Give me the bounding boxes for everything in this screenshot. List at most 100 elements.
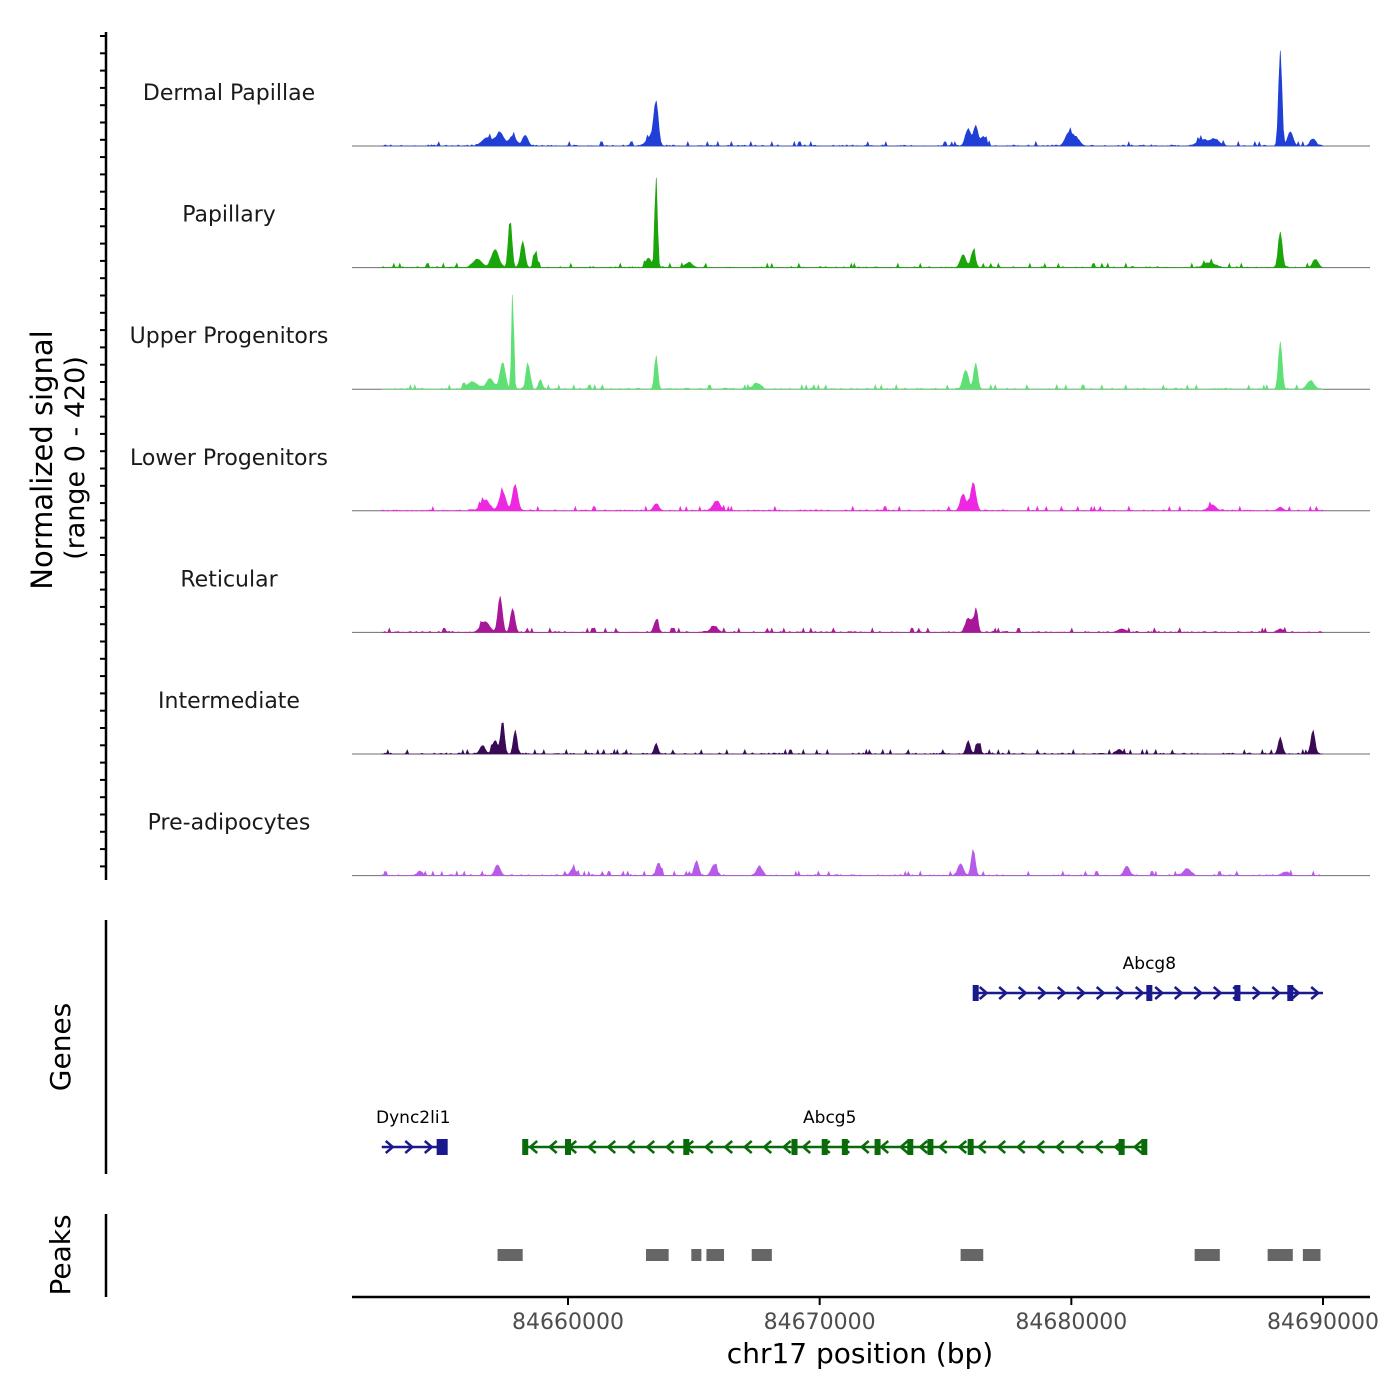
track-signal-area — [381, 50, 1324, 147]
x-axis-ticks: 84660000 84670000 84680000 84690000 — [512, 1297, 1379, 1335]
exon-block — [1287, 985, 1294, 1001]
exon-block — [1146, 985, 1153, 1001]
strand-arrow — [742, 1140, 753, 1154]
strand-arrow — [404, 1140, 415, 1154]
track-intermediate: Intermediate — [158, 689, 1370, 755]
strand-arrow — [1212, 986, 1223, 1000]
strand-arrow — [1074, 1140, 1085, 1154]
exon-block — [441, 1139, 448, 1155]
x-tick-label: 84690000 — [1267, 1310, 1379, 1335]
strand-arrow — [879, 1140, 890, 1154]
strand-arrow — [586, 1140, 597, 1154]
strand-arrow — [1056, 986, 1067, 1000]
peak-region — [1267, 1249, 1293, 1261]
gene-label: Dync2li1 — [376, 1108, 450, 1128]
track-signal-area — [381, 294, 1323, 391]
strand-arrow — [423, 1140, 434, 1154]
strand-arrow — [1095, 986, 1106, 1000]
peak-region — [751, 1249, 772, 1261]
strand-arrow — [1251, 986, 1262, 1000]
strand-arrow — [1132, 1140, 1143, 1154]
strand-arrow — [998, 986, 1009, 1000]
strand-arrow — [1015, 1140, 1026, 1154]
strand-arrow — [957, 1140, 968, 1154]
strand-arrow — [1173, 986, 1184, 1000]
track-pre-adipocytes: Pre-adipocytes — [148, 811, 1370, 877]
strand-arrow — [762, 1140, 773, 1154]
track-upper-progenitors: Upper Progenitors — [130, 294, 1370, 391]
track-signal-area — [381, 849, 1323, 877]
peak-region — [960, 1249, 984, 1261]
strand-arrow — [547, 1140, 558, 1154]
exon-block — [874, 1139, 881, 1155]
strand-arrow — [976, 1140, 987, 1154]
track-signal-area — [381, 596, 1323, 634]
exon-block — [821, 1139, 828, 1155]
signal-axis-ticks — [100, 35, 106, 868]
strand-arrow — [723, 1140, 734, 1154]
gene-label: Abcg8 — [1123, 954, 1176, 974]
x-tick-label: 84670000 — [764, 1310, 876, 1335]
peak-region — [497, 1249, 523, 1261]
strand-arrow — [1076, 986, 1087, 1000]
strand-arrow — [781, 1140, 792, 1154]
strand-arrow — [801, 1140, 812, 1154]
track-signal-area — [380, 177, 1324, 269]
strand-arrow — [625, 1140, 636, 1154]
signal-axis-title-line2: (range 0 - 420) — [60, 356, 91, 560]
strand-arrow — [1290, 986, 1301, 1000]
peak-region — [706, 1249, 725, 1261]
exon-block — [927, 1139, 934, 1155]
gene-label: Abcg5 — [803, 1108, 856, 1128]
gene-models: Abcg8 Dync2li1 Abcg5 — [376, 954, 1323, 1155]
track-label: Upper Progenitors — [130, 324, 329, 349]
exon-block — [841, 1139, 848, 1155]
exon-block — [967, 1139, 974, 1155]
genes-axis-title: Genes — [44, 1003, 77, 1091]
exon-block — [683, 1139, 690, 1155]
strand-arrow — [703, 1140, 714, 1154]
peak-region — [691, 1249, 702, 1261]
peak-region — [646, 1249, 669, 1261]
peak-region — [1194, 1249, 1220, 1261]
exon-block — [791, 1139, 798, 1155]
strand-arrow — [1310, 986, 1321, 1000]
exon-block — [972, 985, 979, 1001]
gene-abcg5: Abcg5 — [803, 1108, 856, 1128]
exon-block — [565, 1139, 571, 1155]
gene-abcg5-structure — [522, 1139, 1148, 1155]
track-label: Reticular — [180, 567, 278, 592]
strand-arrow — [664, 1140, 675, 1154]
track-label: Papillary — [182, 203, 276, 228]
track-label: Intermediate — [158, 689, 300, 714]
strand-arrow — [1115, 986, 1126, 1000]
track-dermal-papillae: Dermal Papillae — [143, 50, 1370, 147]
strand-arrow — [1017, 986, 1028, 1000]
track-label: Pre-adipocytes — [148, 811, 311, 836]
strand-arrow — [978, 986, 989, 1000]
gene-abcg8: Abcg8 — [972, 954, 1323, 1001]
strand-arrow — [606, 1140, 617, 1154]
strand-arrow — [1154, 986, 1165, 1000]
strand-arrow — [898, 1140, 909, 1154]
strand-arrow — [645, 1140, 656, 1154]
signal-tracks: Dermal Papillae Papillary Upper Progenitor… — [130, 50, 1370, 877]
x-axis-title: chr17 position (bp) — [727, 1337, 993, 1370]
strand-arrow — [937, 1140, 948, 1154]
exon-block — [907, 1139, 914, 1155]
exon-block — [522, 1139, 529, 1155]
strand-arrow — [996, 1140, 1007, 1154]
strand-arrow — [1271, 986, 1282, 1000]
strand-arrow — [1093, 1140, 1104, 1154]
strand-arrow — [1037, 986, 1048, 1000]
track-signal-area — [381, 481, 1324, 512]
strand-arrow — [1193, 986, 1204, 1000]
track-label: Dermal Papillae — [143, 81, 315, 106]
exon-block — [1234, 985, 1241, 1001]
signal-axis-title-line1: Normalized signal — [25, 330, 59, 589]
strand-arrow — [1134, 986, 1145, 1000]
peaks-axis-title: Peaks — [44, 1214, 77, 1295]
peak-regions — [497, 1249, 1321, 1261]
exon-block — [1118, 1139, 1125, 1155]
